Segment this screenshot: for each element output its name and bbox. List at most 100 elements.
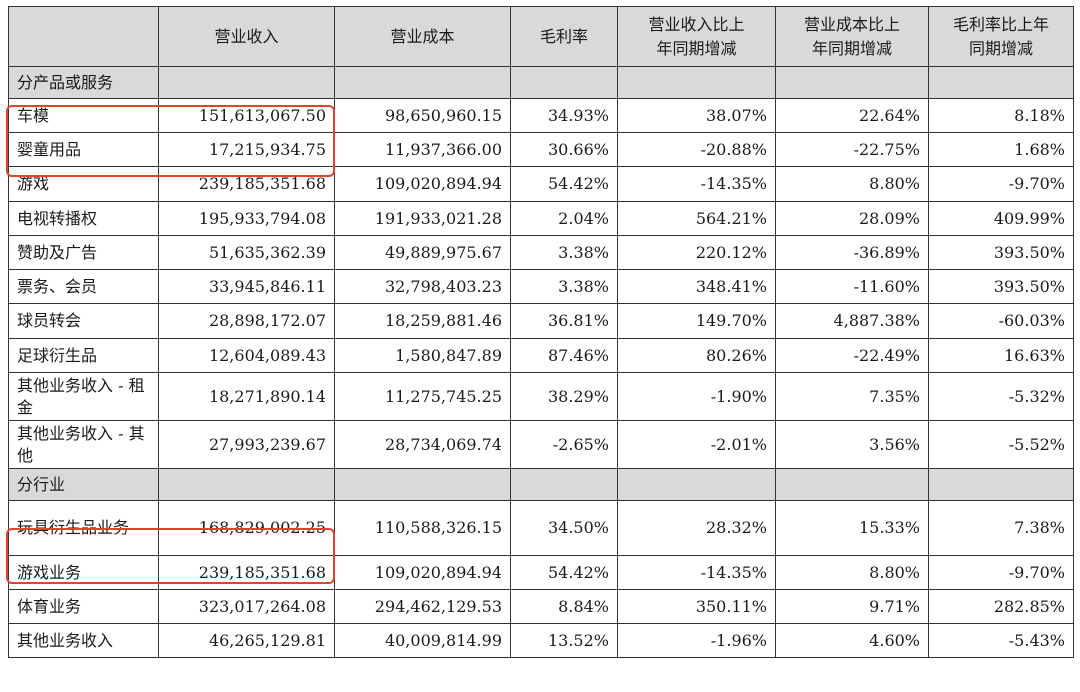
- data-cell: 28,734,069.74: [334, 420, 511, 469]
- data-cell: 149.70%: [617, 303, 776, 339]
- data-cell: 7.38%: [928, 500, 1074, 556]
- table-row: 玩具衍生品业务 168,829,002.25 110,588,326.15 34.50…: [8, 500, 1074, 556]
- data-cell: 323,017,264.08: [158, 589, 335, 624]
- data-cell: 34.50%: [510, 500, 618, 556]
- data-cell: 393.50%: [928, 269, 1074, 304]
- data-cell: 28,898,172.07: [158, 303, 335, 339]
- data-cell: 8.80%: [775, 555, 929, 590]
- section-empty-cell: [617, 468, 776, 501]
- header-corner: [8, 6, 159, 67]
- data-cell: 13.52%: [510, 623, 618, 658]
- data-cell: 110,588,326.15: [334, 500, 511, 556]
- section-empty-cell: [928, 66, 1074, 99]
- data-cell: -36.89%: [775, 235, 929, 270]
- data-cell: 195,933,794.08: [158, 201, 335, 236]
- data-cell: 1,580,847.89: [334, 338, 511, 373]
- section-empty-cell: [510, 468, 618, 501]
- data-cell: 46,265,129.81: [158, 623, 335, 658]
- data-cell: -14.35%: [617, 166, 776, 202]
- table-row: 电视转播权 195,933,794.08 191,933,021.28 2.04% 56…: [8, 201, 1074, 236]
- data-cell: 282.85%: [928, 589, 1074, 624]
- table-row: 足球衍生品 12,604,089.43 1,580,847.89 87.46% 80.2…: [8, 338, 1074, 373]
- table-row: 游戏 239,185,351.68 109,020,894.94 54.42% -14.…: [8, 166, 1074, 202]
- header-revenue-yoy: 营业收入比上 年同期增减: [617, 6, 776, 67]
- table-row: 票务、会员 33,945,846.11 32,798,403.23 3.38% 348.…: [8, 269, 1074, 304]
- data-cell: 239,185,351.68: [158, 166, 335, 202]
- data-cell: -5.32%: [928, 372, 1074, 421]
- header-revenue: 营业收入: [158, 6, 335, 67]
- data-cell: 38.07%: [617, 98, 776, 133]
- data-cell: 36.81%: [510, 303, 618, 339]
- section-row: 分行业: [8, 468, 1074, 501]
- data-cell: 4,887.38%: [775, 303, 929, 339]
- data-cell: 348.41%: [617, 269, 776, 304]
- data-cell: 220.12%: [617, 235, 776, 270]
- header-row: 营业收入 营业成本 毛利率 营业收入比上 年同期增减 营业成本比上 年同期增减 毛利…: [8, 6, 1074, 67]
- revenue-table: 营业收入 营业成本 毛利率 营业收入比上 年同期增减 营业成本比上 年同期增减 毛利…: [8, 6, 1074, 658]
- data-cell: 49,889,975.67: [334, 235, 511, 270]
- row-label: 球员转会: [8, 303, 159, 339]
- data-cell: 109,020,894.94: [334, 555, 511, 590]
- data-cell: -22.75%: [775, 132, 929, 167]
- section-empty-cell: [775, 66, 929, 99]
- data-cell: -5.43%: [928, 623, 1074, 658]
- data-cell: 51,635,362.39: [158, 235, 335, 270]
- data-cell: 40,009,814.99: [334, 623, 511, 658]
- section-empty-cell: [158, 66, 335, 99]
- section-empty-cell: [334, 66, 511, 99]
- row-label: 电视转播权: [8, 201, 159, 236]
- section-empty-cell: [617, 66, 776, 99]
- data-cell: -20.88%: [617, 132, 776, 167]
- data-cell: -2.65%: [510, 420, 618, 469]
- row-label: 车模: [8, 98, 159, 133]
- data-cell: 38.29%: [510, 372, 618, 421]
- header-gross-margin: 毛利率: [510, 6, 618, 67]
- data-cell: -1.96%: [617, 623, 776, 658]
- data-cell: 393.50%: [928, 235, 1074, 270]
- row-label: 婴童用品: [8, 132, 159, 167]
- data-cell: -22.49%: [775, 338, 929, 373]
- row-label: 其他业务收入 - 其他: [8, 420, 159, 469]
- row-label: 游戏: [8, 166, 159, 202]
- data-cell: 54.42%: [510, 166, 618, 202]
- data-cell: 12,604,089.43: [158, 338, 335, 373]
- row-label: 游戏业务: [8, 555, 159, 590]
- data-cell: 3.38%: [510, 235, 618, 270]
- data-cell: 7.35%: [775, 372, 929, 421]
- data-cell: -9.70%: [928, 166, 1074, 202]
- data-cell: 28.32%: [617, 500, 776, 556]
- data-cell: 409.99%: [928, 201, 1074, 236]
- data-cell: 11,275,745.25: [334, 372, 511, 421]
- data-cell: 98,650,960.15: [334, 98, 511, 133]
- data-cell: 294,462,129.53: [334, 589, 511, 624]
- table-row: 赞助及广告 51,635,362.39 49,889,975.67 3.38% 220.…: [8, 235, 1074, 270]
- data-cell: 16.63%: [928, 338, 1074, 373]
- data-cell: 151,613,067.50: [158, 98, 335, 133]
- data-cell: 109,020,894.94: [334, 166, 511, 202]
- data-cell: 30.66%: [510, 132, 618, 167]
- data-cell: 87.46%: [510, 338, 618, 373]
- data-cell: 80.26%: [617, 338, 776, 373]
- section-row: 分产品或服务: [8, 66, 1074, 99]
- table-body: 分产品或服务 车模 151,613,067.50 98,650,960.15 34.93…: [8, 66, 1074, 658]
- table-row: 其他业务收入 - 租金 18,271,890.14 11,275,745.25 38.…: [8, 372, 1074, 421]
- section-empty-cell: [510, 66, 618, 99]
- data-cell: 18,271,890.14: [158, 372, 335, 421]
- row-label: 足球衍生品: [8, 338, 159, 373]
- section-title: 分产品或服务: [8, 66, 159, 99]
- data-cell: 8.80%: [775, 166, 929, 202]
- table-row: 球员转会 28,898,172.07 18,259,881.46 36.81% 149.…: [8, 303, 1074, 339]
- table-row: 其他业务收入 - 其他 27,993,239.67 28,734,069.74 -2.…: [8, 420, 1074, 469]
- data-cell: -2.01%: [617, 420, 776, 469]
- table-row: 婴童用品 17,215,934.75 11,937,366.00 30.66% -20.…: [8, 132, 1074, 167]
- table-row: 其他业务收入 46,265,129.81 40,009,814.99 13.52% -1…: [8, 623, 1074, 658]
- section-empty-cell: [928, 468, 1074, 501]
- data-cell: 168,829,002.25: [158, 500, 335, 556]
- data-cell: 8.18%: [928, 98, 1074, 133]
- data-cell: -14.35%: [617, 555, 776, 590]
- data-cell: 15.33%: [775, 500, 929, 556]
- data-cell: -11.60%: [775, 269, 929, 304]
- row-label: 其他业务收入: [8, 623, 159, 658]
- data-cell: 27,993,239.67: [158, 420, 335, 469]
- header-cost-yoy: 营业成本比上 年同期增减: [775, 6, 929, 67]
